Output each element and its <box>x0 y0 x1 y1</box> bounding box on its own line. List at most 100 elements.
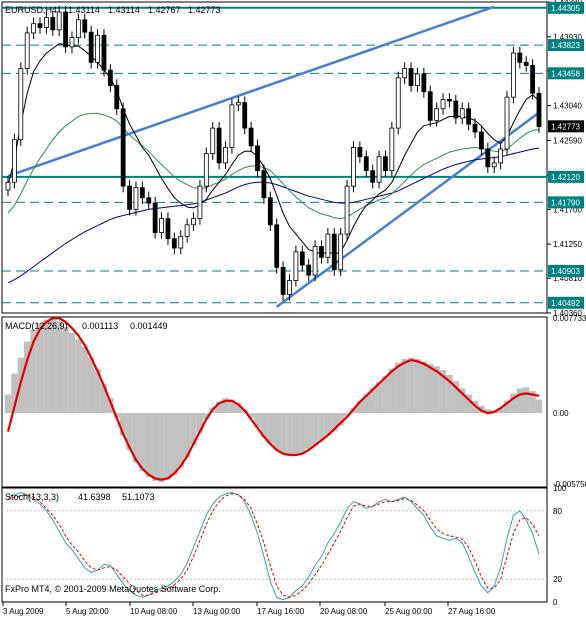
macd-histogram-bar <box>81 346 88 414</box>
macd-histogram-bar <box>164 413 172 480</box>
candle-body <box>203 153 209 187</box>
candle-body <box>402 68 408 79</box>
trendline <box>7 5 495 178</box>
candle-body <box>216 127 222 164</box>
macd-histogram-bar <box>126 413 133 451</box>
candle-body <box>56 11 62 31</box>
macd-histogram-bar <box>407 357 415 414</box>
candle-body <box>43 17 49 28</box>
candle-body <box>178 236 184 249</box>
macd-histogram-bar <box>465 394 472 414</box>
candle-body <box>498 148 504 164</box>
candle-body <box>37 23 43 28</box>
macd-histogram-bar <box>267 413 274 444</box>
stoch-pane[interactable]: 100 80 20 0 Stoch(13,3,3) 41.6398 51.1073 <box>1 484 567 607</box>
macd-histogram-bar <box>55 320 63 414</box>
price-pane[interactable]: 1.443801.439301.434901.430401.425901.421… <box>1 0 584 318</box>
macd-histogram-bar <box>177 413 184 468</box>
candle-body <box>485 148 491 168</box>
ma-long-line <box>7 147 540 284</box>
macd-histogram-bar <box>260 413 268 438</box>
time-axis: 3 Aug 2009 5 Aug 20:00 10 Aug 08:00 13 Aug … <box>2 602 496 616</box>
level-label-bg <box>548 67 584 80</box>
macd-histogram-bar <box>235 403 242 414</box>
macd-histogram-bar <box>401 358 408 414</box>
candle-body <box>31 23 36 34</box>
candle-body <box>171 238 177 249</box>
stoch-tick-label: 100 <box>553 484 567 493</box>
macd-histogram-bar <box>523 387 530 414</box>
macd-histogram-bar <box>279 413 287 454</box>
level-label: 1.42120 <box>551 173 580 182</box>
macd-histogram-bar <box>139 413 146 471</box>
macd-histogram-bar <box>190 413 197 446</box>
stoch-title: Stoch(13,3,3) <box>5 492 59 502</box>
macd-histogram-bar <box>299 413 306 453</box>
macd-histogram-bar <box>100 383 108 414</box>
macd-histogram-bar <box>395 362 402 414</box>
macd-histogram-bar <box>388 368 396 414</box>
candle-body <box>11 139 17 183</box>
candle-body <box>491 162 497 168</box>
macd-tick-label: -0.005758 <box>553 480 586 489</box>
macd-histogram-bar <box>427 363 434 414</box>
candle-body <box>466 108 472 125</box>
macd-histogram-bar <box>23 341 31 414</box>
candle-body <box>351 147 356 187</box>
candle-body <box>312 246 318 276</box>
macd-histogram-bar <box>343 413 351 417</box>
time-label: 3 Aug 2009 <box>3 607 44 616</box>
macd-pane[interactable]: 0.007733 0.00 -0.005758 MACD(12,26,9) 0.0011… <box>1 314 586 489</box>
time-label: 13 Aug 00:00 <box>193 607 241 616</box>
stoch-tick-label: 80 <box>553 507 562 516</box>
macd-histogram-bar <box>36 323 44 414</box>
candle-body <box>133 187 139 210</box>
candle-body <box>280 266 286 295</box>
macd-histogram-bar <box>30 329 37 414</box>
candle-body <box>50 17 56 31</box>
macd-histogram-bar <box>196 413 204 433</box>
price-pane-frame <box>1 1 548 314</box>
macd-histogram-bar <box>171 413 178 475</box>
candle-body <box>191 218 196 226</box>
macd-histogram-bar <box>286 413 293 455</box>
price-tick-label: 1.41700 <box>553 205 582 214</box>
candle-body <box>75 19 81 38</box>
level-label: 1.40492 <box>551 299 580 308</box>
time-label: 10 Aug 08:00 <box>130 607 178 616</box>
level-label-bg <box>548 196 584 209</box>
candle-body <box>127 185 132 210</box>
candle-body <box>319 246 324 258</box>
macd-histogram-bar <box>132 413 140 463</box>
candle-body <box>472 123 478 133</box>
candle-body <box>427 91 433 121</box>
macd-histogram-bar <box>87 357 95 414</box>
candle-body <box>88 31 94 63</box>
stoch-tick-label: 20 <box>553 575 562 584</box>
candle-body <box>447 99 452 102</box>
macd-histogram-bar <box>4 394 12 414</box>
stoch-tick-label: 0 <box>553 598 558 607</box>
candle-body <box>223 147 228 164</box>
candle-body <box>479 131 484 150</box>
macd-histogram-bar <box>497 408 504 414</box>
stoch-signal-line <box>7 493 540 598</box>
ohlc-value: 1.42767 <box>148 5 181 15</box>
level-label-bg <box>548 39 584 52</box>
candle-body <box>274 224 280 268</box>
stoch-value: 41.6398 <box>78 492 111 502</box>
candle-body <box>242 102 248 129</box>
candle-body <box>459 108 465 119</box>
macd-histogram-bar <box>43 319 50 414</box>
candle-body <box>306 264 312 276</box>
level-label-bg <box>548 1 584 14</box>
candle-body <box>395 77 401 129</box>
candle-body <box>331 233 337 271</box>
macd-histogram-bar <box>215 402 223 414</box>
macd-histogram-bar <box>375 382 383 414</box>
candle-body <box>325 233 331 258</box>
macd-histogram-bar <box>535 399 543 414</box>
level-label: 1.41790 <box>551 198 580 207</box>
